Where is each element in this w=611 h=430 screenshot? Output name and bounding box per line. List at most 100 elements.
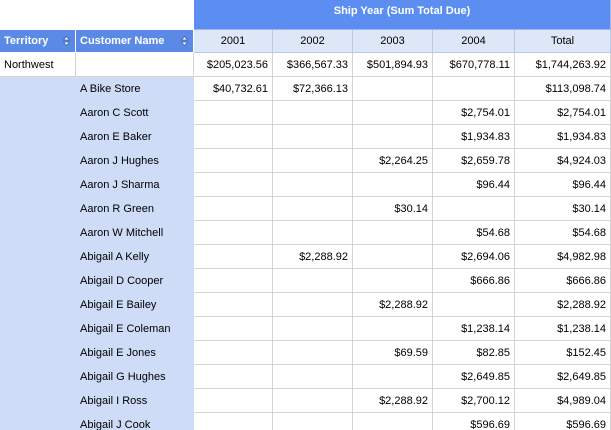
customer-cell: Abigail J Cook [76, 413, 194, 430]
value-cell [273, 269, 353, 293]
cell-text: Aaron C Scott [80, 106, 149, 119]
customer-cell: Aaron C Scott [76, 101, 194, 125]
cell-text: Territory [4, 35, 49, 47]
column-header: 2001 [194, 30, 273, 53]
value-cell: $96.44 [515, 173, 611, 197]
cell-text: $4,924.03 [557, 154, 606, 167]
value-cell: $205,023.56 [194, 53, 273, 77]
value-cell: $366,567.33 [273, 53, 353, 77]
row-header[interactable]: Customer Name [76, 30, 194, 53]
cell-text: $670,778.11 [449, 58, 510, 71]
value-cell: $72,366.13 [273, 77, 353, 101]
territory-cell [0, 149, 76, 173]
cell-text: $4,982.98 [557, 250, 606, 263]
value-cell: $2,288.92 [515, 293, 611, 317]
territory-cell [0, 77, 76, 101]
value-cell [273, 293, 353, 317]
value-cell [273, 341, 353, 365]
cell-text: $96.44 [572, 178, 606, 191]
cell-text: $4,989.04 [557, 394, 606, 407]
value-cell: $1,744,263.92 [515, 53, 611, 77]
customer-cell [76, 53, 194, 77]
customer-cell: Abigail I Ross [76, 389, 194, 413]
column-header: 2004 [433, 30, 515, 53]
value-cell [353, 77, 433, 101]
cell-text: 2002 [300, 35, 325, 47]
value-cell: $30.14 [353, 197, 433, 221]
value-cell [273, 125, 353, 149]
cell-text: $2,649.85 [557, 370, 606, 383]
cell-text: Aaron E Baker [80, 130, 152, 143]
value-cell [194, 269, 273, 293]
value-cell: $4,989.04 [515, 389, 611, 413]
cell-text: Abigail G Hughes [80, 370, 166, 383]
value-cell [353, 125, 433, 149]
value-cell [194, 317, 273, 341]
cell-text: Abigail I Ross [80, 394, 148, 407]
territory-cell [0, 221, 76, 245]
column-header: 2002 [273, 30, 353, 53]
value-cell [273, 317, 353, 341]
value-cell: $2,649.85 [515, 365, 611, 389]
territory-cell: Northwest [0, 53, 76, 77]
value-cell: $666.86 [515, 269, 611, 293]
cell-text: Aaron R Green [80, 202, 154, 215]
value-cell [273, 413, 353, 430]
value-cell [353, 317, 433, 341]
cell-text: Total [550, 35, 575, 47]
cell-text: $82.85 [476, 346, 510, 359]
cell-text: $1,934.83 [557, 130, 606, 143]
cell-text: $596.69 [470, 418, 510, 430]
value-cell: $1,238.14 [515, 317, 611, 341]
cell-text: $30.14 [394, 202, 428, 215]
value-cell [433, 293, 515, 317]
cell-text: $30.14 [572, 202, 606, 215]
value-cell: $54.68 [515, 221, 611, 245]
value-cell [194, 293, 273, 317]
value-cell [353, 173, 433, 197]
value-cell [353, 221, 433, 245]
cell-text: $54.68 [572, 226, 606, 239]
cell-text: $1,238.14 [557, 322, 606, 335]
value-cell: $4,982.98 [515, 245, 611, 269]
cell-text: $96.44 [476, 178, 510, 191]
territory-cell [0, 365, 76, 389]
value-cell: $1,934.83 [433, 125, 515, 149]
value-cell: $96.44 [433, 173, 515, 197]
cell-text: $366,567.33 [286, 58, 348, 71]
territory-cell [0, 173, 76, 197]
customer-cell: Aaron W Mitchell [76, 221, 194, 245]
value-cell [273, 389, 353, 413]
cell-text: Ship Year (Sum Total Due) [333, 5, 471, 17]
title-header: Ship Year (Sum Total Due) [194, 0, 611, 30]
territory-cell [0, 101, 76, 125]
cell-text: $2,288.92 [379, 298, 428, 311]
territory-cell [0, 293, 76, 317]
cell-text: $69.59 [394, 346, 428, 359]
value-cell [353, 365, 433, 389]
value-cell [273, 365, 353, 389]
value-cell: $670,778.11 [433, 53, 515, 77]
value-cell [194, 389, 273, 413]
row-header[interactable]: Territory [0, 30, 76, 53]
value-cell [194, 101, 273, 125]
cell-text: $205,023.56 [206, 58, 268, 71]
value-cell: $113,098.74 [515, 77, 611, 101]
value-cell [194, 125, 273, 149]
cell-text: $666.86 [566, 274, 606, 287]
cell-text: $2,694.06 [461, 250, 510, 263]
cell-text: Abigail E Bailey [80, 298, 157, 311]
value-cell: $2,288.92 [353, 389, 433, 413]
customer-cell: Aaron E Baker [76, 125, 194, 149]
cell-text: $72,366.13 [292, 82, 348, 95]
customer-cell: Abigail E Bailey [76, 293, 194, 317]
value-cell [194, 173, 273, 197]
value-cell: $152.45 [515, 341, 611, 365]
value-cell: $2,694.06 [433, 245, 515, 269]
value-cell: $1,238.14 [433, 317, 515, 341]
customer-cell: Aaron R Green [76, 197, 194, 221]
column-header: 2003 [353, 30, 433, 53]
value-cell: $666.86 [433, 269, 515, 293]
value-cell: $2,264.25 [353, 149, 433, 173]
